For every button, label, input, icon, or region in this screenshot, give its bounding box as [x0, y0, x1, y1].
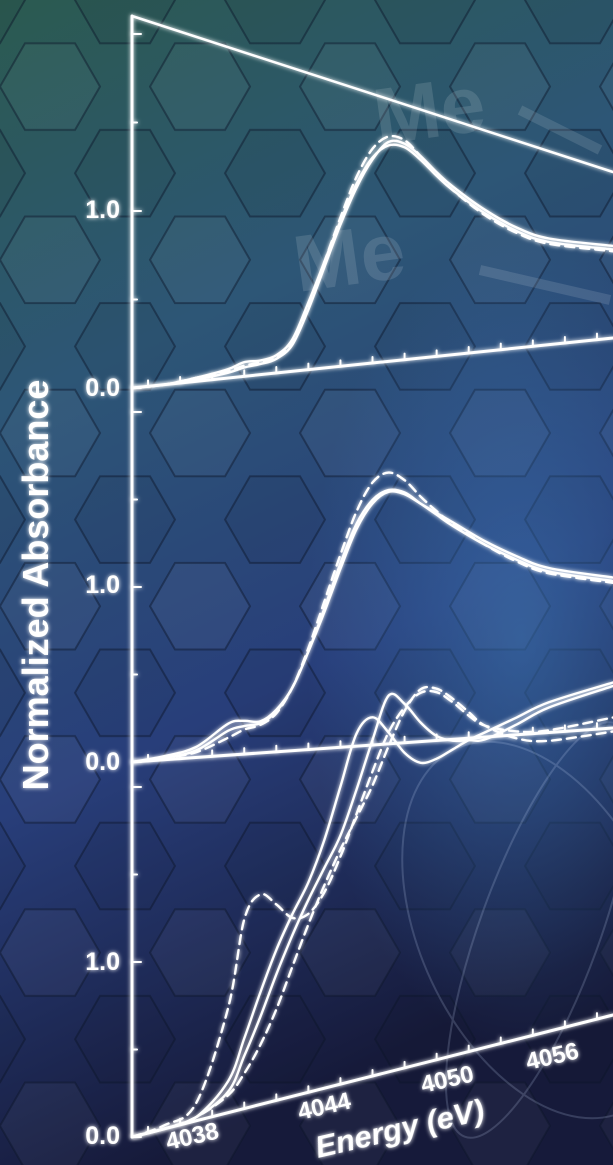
middle-series-1-solid	[130, 490, 613, 764]
watermark-me-2: Me	[288, 205, 410, 309]
bottom-series-2-solid	[130, 684, 613, 1139]
bottom-series-1-solid	[130, 681, 613, 1139]
bottom-series-4-dashed	[130, 685, 613, 1139]
ytick-middle-0: 0.0	[85, 748, 120, 776]
ytick-top-0: 0.0	[85, 374, 120, 402]
ytick-top-1: 1.0	[85, 196, 120, 224]
y-axis-label: Normalized Absorbance	[15, 380, 56, 791]
ytick-middle-1: 1.0	[85, 571, 120, 599]
axis-ticks	[131, 33, 598, 1138]
ytick-bottom-1: 1.0	[85, 948, 120, 976]
top-panel-upper-border	[130, 14, 613, 174]
watermark-bond	[478, 105, 612, 305]
plot-curves	[130, 134, 613, 1139]
ytick-bottom-0: 0.0	[85, 1122, 120, 1150]
top-series-2-solid	[130, 139, 613, 390]
middle-series-3-dashed	[130, 471, 613, 764]
y-tick-labels: 0.0 1.0 0.0 1.0 0.0 1.0	[85, 196, 120, 1150]
top-series-3-dashed	[130, 134, 613, 390]
